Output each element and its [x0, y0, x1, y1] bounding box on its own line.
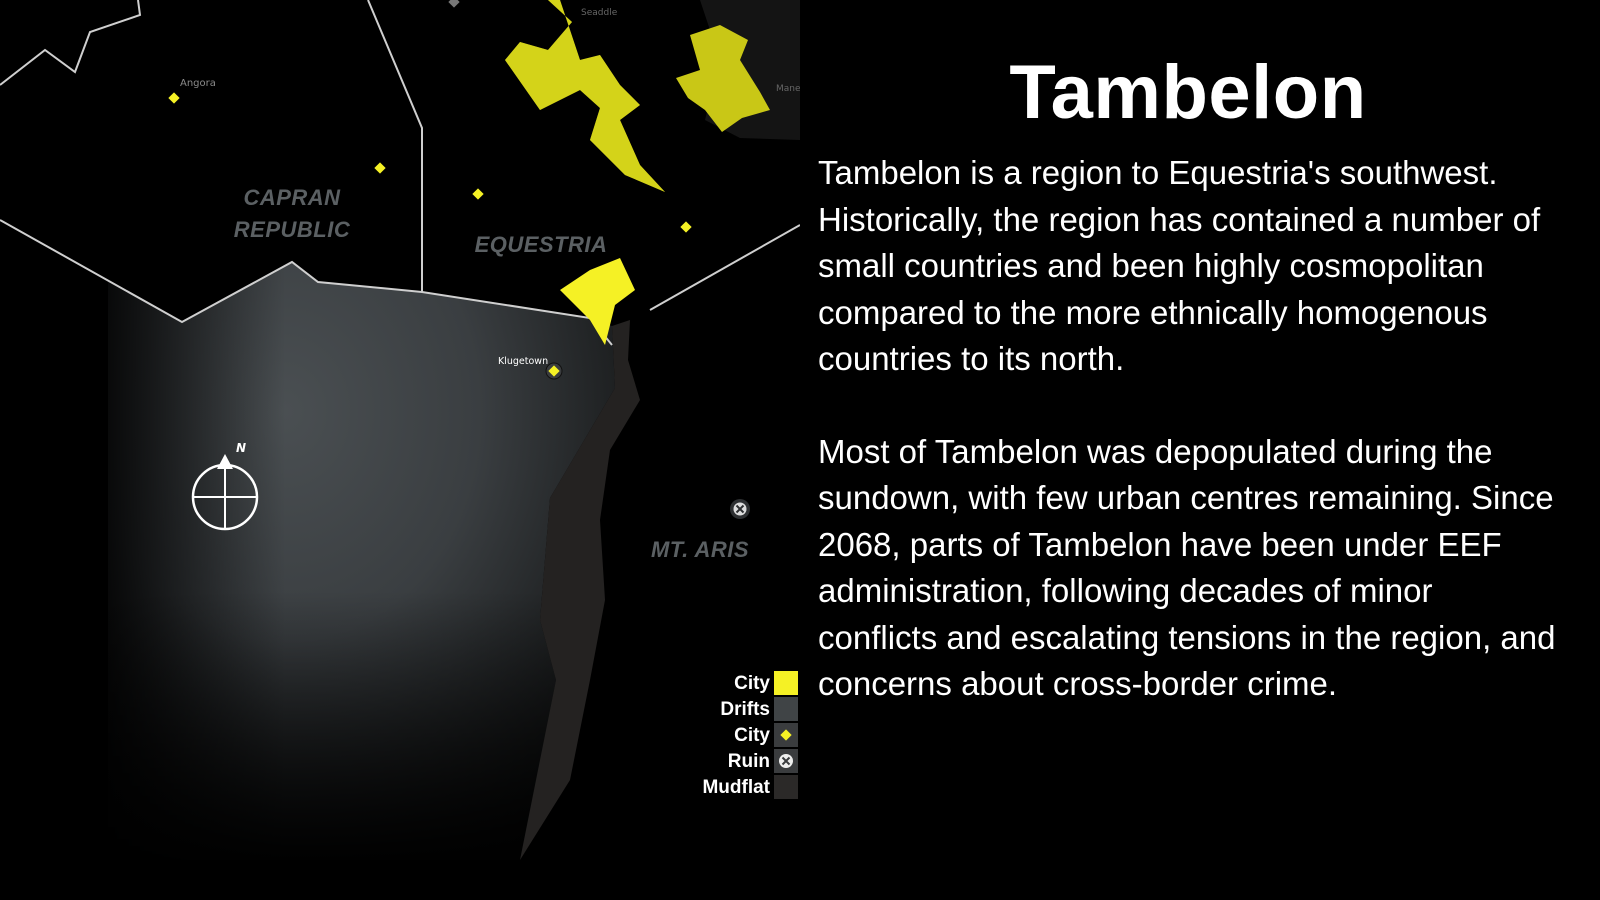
legend-label: City [734, 673, 770, 694]
town-label-angora: Angora [180, 78, 216, 89]
legend-label: Drifts [720, 699, 770, 720]
city-marker [472, 188, 484, 200]
map-legend: City Drifts City Ruin Mudflat [678, 670, 798, 800]
city-marker [448, 0, 460, 8]
region-label-equestria: EQUESTRIA [475, 232, 608, 257]
town-label-klugetown: Klugetown [498, 356, 548, 367]
mudflat-swatch-icon [774, 775, 798, 799]
city-marker-angora [168, 92, 180, 104]
region-label-mt-aris: MT. ARIS [651, 537, 749, 562]
city-marker [374, 162, 386, 174]
map-canvas[interactable]: CAPRAN REPUBLIC EQUESTRIA MT. ARIS Angor… [0, 0, 800, 900]
city-marker-klugetown [545, 362, 563, 380]
legend-row-city-area: City [678, 670, 798, 696]
legend-row-ruin: Ruin [678, 748, 798, 774]
region-label-capran-2: REPUBLIC [234, 217, 351, 242]
city-point-swatch-icon [774, 723, 798, 747]
legend-row-drifts: Drifts [678, 696, 798, 722]
info-panel: Tambelon Tambelon is a region to Equestr… [818, 48, 1558, 708]
city-area-swatch-icon [774, 671, 798, 695]
city-areas [505, 0, 770, 345]
legend-label: Ruin [727, 751, 770, 772]
ruin-marker-mt-aris [730, 499, 750, 519]
page-title: Tambelon [1009, 50, 1367, 135]
map-panel[interactable]: CAPRAN REPUBLIC EQUESTRIA MT. ARIS Angor… [0, 0, 800, 900]
town-label-manehattan: Mane [776, 84, 800, 94]
mudflat-area [520, 320, 640, 860]
ruin-swatch-icon [774, 749, 798, 773]
legend-label: City [734, 725, 770, 746]
description-paragraph-2: Most of Tambelon was depopulated during … [818, 432, 1556, 703]
tambelon-drifts-area [108, 262, 615, 860]
town-label-seaddle: Seaddle [581, 8, 618, 18]
compass-north-label: N [236, 441, 246, 455]
legend-label: Mudflat [702, 777, 770, 798]
city-marker [680, 221, 692, 233]
description-paragraph-1: Tambelon is a region to Equestria's sout… [818, 154, 1541, 377]
drifts-swatch-icon [774, 697, 798, 721]
legend-row-mudflat: Mudflat [678, 774, 798, 800]
region-label-capran-1: CAPRAN [243, 185, 341, 210]
legend-row-city-point: City [678, 722, 798, 748]
compass-rose-icon: N [191, 441, 259, 531]
